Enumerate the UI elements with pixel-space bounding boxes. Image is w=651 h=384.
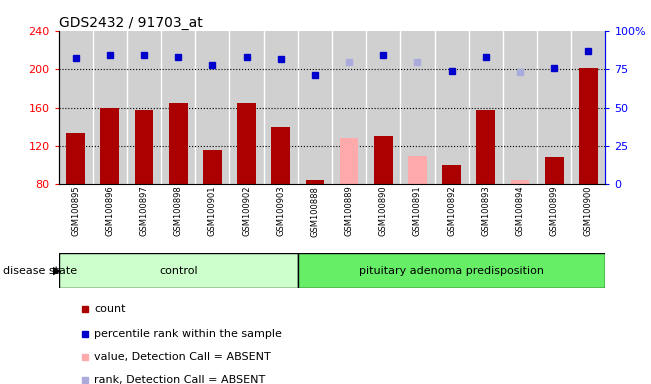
Bar <box>135 111 154 184</box>
Bar <box>161 31 195 184</box>
Text: pituitary adenoma predisposition: pituitary adenoma predisposition <box>359 266 544 276</box>
Bar <box>100 108 119 184</box>
Bar <box>545 157 564 184</box>
Bar <box>469 31 503 184</box>
Text: ▶: ▶ <box>53 266 62 276</box>
Bar <box>579 68 598 184</box>
Text: rank, Detection Call = ABSENT: rank, Detection Call = ABSENT <box>94 375 266 384</box>
Text: percentile rank within the sample: percentile rank within the sample <box>94 329 283 339</box>
Bar <box>305 180 324 184</box>
Bar <box>237 103 256 184</box>
Bar <box>435 31 469 184</box>
Bar <box>92 31 127 184</box>
Bar <box>59 253 298 288</box>
Bar <box>230 31 264 184</box>
Bar <box>400 31 435 184</box>
Text: count: count <box>94 304 126 314</box>
Bar <box>66 134 85 184</box>
Text: control: control <box>159 266 197 276</box>
Bar <box>298 31 332 184</box>
Bar <box>572 31 605 184</box>
Bar <box>271 127 290 184</box>
Bar <box>169 103 187 184</box>
Bar <box>127 31 161 184</box>
Bar <box>374 136 393 184</box>
Bar <box>59 31 92 184</box>
Bar <box>537 31 572 184</box>
Bar <box>332 31 366 184</box>
Bar <box>264 31 298 184</box>
Bar <box>503 31 537 184</box>
Bar <box>477 111 495 184</box>
Bar <box>203 150 222 184</box>
Bar <box>366 31 400 184</box>
Bar <box>408 156 427 184</box>
Text: GDS2432 / 91703_at: GDS2432 / 91703_at <box>59 16 202 30</box>
Bar <box>195 31 230 184</box>
Text: value, Detection Call = ABSENT: value, Detection Call = ABSENT <box>94 352 271 362</box>
Bar <box>340 138 359 184</box>
Bar <box>298 253 605 288</box>
Text: disease state: disease state <box>3 266 77 276</box>
Bar <box>442 165 461 184</box>
Bar <box>510 180 529 184</box>
